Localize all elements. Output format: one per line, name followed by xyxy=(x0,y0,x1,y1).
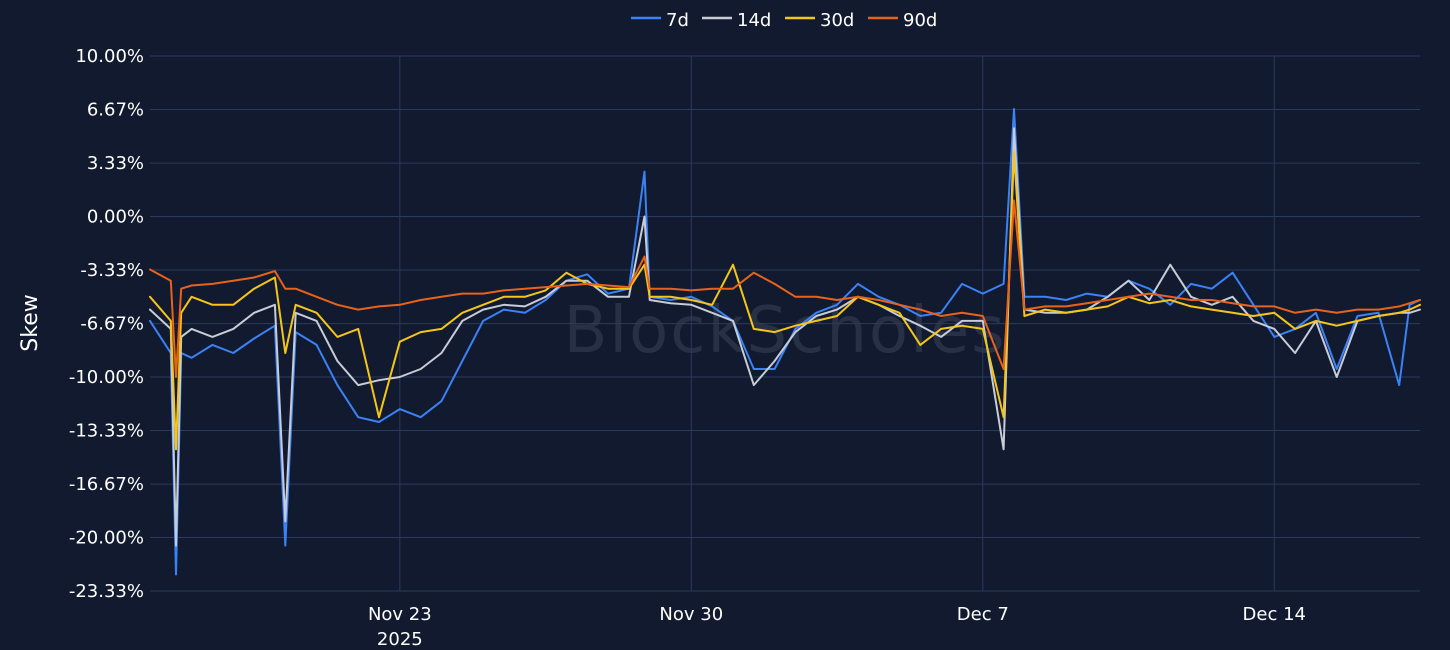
y-axis: 10.00% 6.67% 3.33% 0.00% -3.33% -6.67% -10.00%… xyxy=(69,46,144,602)
series-line-7d xyxy=(149,108,1421,576)
legend: 7d 14d 30d 90d xyxy=(631,10,937,31)
y-axis-title: Skew xyxy=(18,294,43,351)
y-tick-label: -23.33% xyxy=(69,581,144,602)
watermark: BlockScholes xyxy=(563,294,1006,368)
x-tick-label: Dec 7 xyxy=(957,604,1009,625)
x-tick-year-label: 2025 xyxy=(377,629,423,650)
legend-label-90d: 90d xyxy=(903,10,937,31)
y-tick-label: -3.33% xyxy=(80,260,144,281)
x-tick-label: Dec 14 xyxy=(1243,604,1306,625)
series-lines xyxy=(149,108,1421,576)
y-tick-label: -6.67% xyxy=(80,314,144,335)
y-tick-label: -13.33% xyxy=(69,420,144,441)
y-tick-label: -10.00% xyxy=(69,367,144,388)
series-line-30d xyxy=(149,151,1421,451)
y-tick-label: 6.67% xyxy=(87,99,144,120)
y-tick-label: 10.00% xyxy=(75,46,144,67)
x-axis: Nov 23 2025 Nov 30 Dec 7 Dec 14 xyxy=(368,604,1306,650)
x-tick-label: Nov 30 xyxy=(659,604,723,625)
grid xyxy=(150,55,1420,592)
series-line-90d xyxy=(149,199,1421,378)
series-line-14d xyxy=(149,127,1421,547)
y-tick-label: 0.00% xyxy=(87,207,144,228)
legend-label-30d: 30d xyxy=(820,10,854,31)
legend-label-7d: 7d xyxy=(666,10,689,31)
legend-label-14d: 14d xyxy=(737,10,771,31)
y-tick-label: -16.67% xyxy=(69,474,144,495)
x-tick-label: Nov 23 xyxy=(368,604,432,625)
y-tick-label: 3.33% xyxy=(87,153,144,174)
y-tick-label: -20.00% xyxy=(69,528,144,549)
